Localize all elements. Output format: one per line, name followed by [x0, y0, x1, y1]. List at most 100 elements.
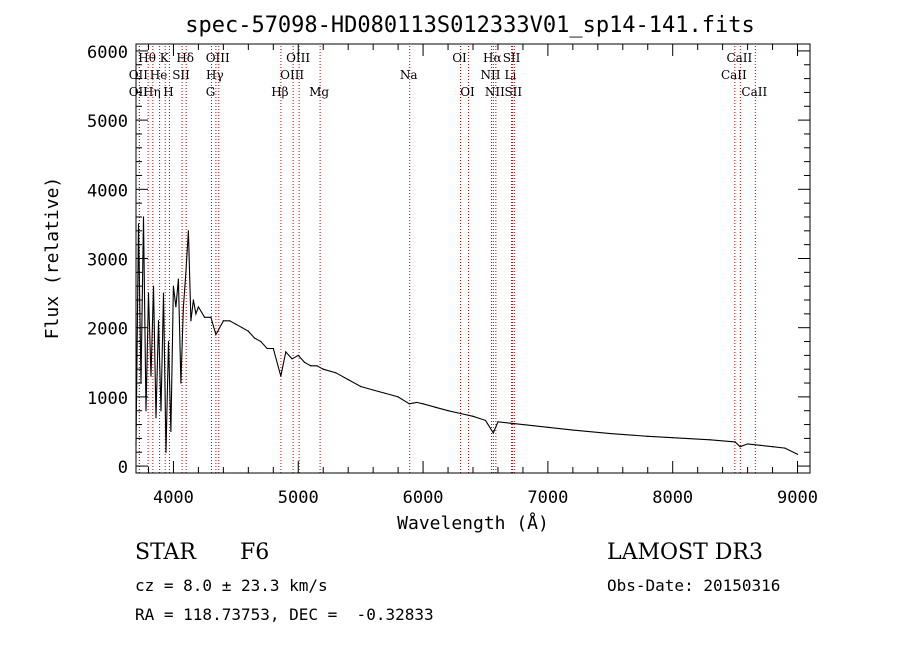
spectrum-point-62	[509, 422, 512, 424]
spectrum-point-47	[347, 378, 349, 381]
x-tick-label-1: 5000	[278, 488, 319, 508]
spectrum-point-7	[152, 285, 155, 287]
spectrum-point-19	[182, 306, 185, 308]
line-label-18: OI	[460, 85, 475, 99]
spectrum-point-61	[497, 421, 499, 423]
line-label-12: OIII	[286, 51, 310, 65]
spectrum-point-49	[372, 389, 374, 391]
line-label-25: CaII	[726, 51, 752, 65]
spectrum-point-6	[150, 375, 152, 377]
spectrum-point-58	[472, 415, 474, 417]
spectrum-point-29	[222, 320, 224, 322]
y-tick-label-0: 0	[118, 458, 128, 478]
spectrum-point-43	[310, 365, 312, 367]
spectrum-point-24	[195, 313, 197, 315]
spectrum-point-73	[759, 444, 761, 446]
spectrum-point-12	[165, 451, 167, 453]
line-label-23: Li	[505, 68, 517, 82]
line-label-19: Hα	[483, 51, 502, 65]
spectrum-point-17	[177, 278, 180, 280]
spectrum-point-37	[272, 347, 274, 350]
spectrum-point-33	[247, 330, 249, 332]
spectrum-point-13	[167, 340, 170, 343]
spectrum-point-10	[160, 410, 162, 412]
line-label-21: NII	[485, 85, 505, 99]
survey-name: LAMOST DR3	[607, 540, 763, 565]
x-tick-label-5: 9000	[777, 488, 818, 508]
coordinates: RA = 118.73753, DEC = -0.32833	[135, 605, 434, 624]
redshift-text: cz = 8.0 ± 23.3 km/s	[135, 576, 328, 595]
y-tick-label-4: 4000	[87, 181, 128, 201]
spectrum-point-36	[266, 347, 268, 350]
spectrum-point-34	[253, 337, 256, 339]
spectrum-point-52	[408, 403, 410, 405]
spectrum-point-69	[709, 439, 711, 441]
spectrum-point-65	[572, 429, 574, 431]
spectrum-point-30	[229, 320, 231, 322]
line-label-24: SII	[504, 85, 522, 99]
spectrum-point-70	[734, 441, 736, 443]
line-label-11: G	[206, 85, 216, 99]
spectrum-point-14	[170, 430, 172, 433]
line-label-20: NII	[480, 68, 500, 82]
spectrum-point-54	[422, 403, 424, 405]
line-label-14: Hβ	[271, 85, 288, 99]
spectrum-point-64	[547, 426, 549, 428]
spectrum-point-56	[447, 410, 449, 412]
spectrum-point-39	[285, 351, 287, 353]
line-label-3: He	[150, 68, 168, 82]
spectrum-point-46	[335, 372, 337, 374]
spectrum-point-35	[260, 340, 262, 343]
axis-ticks: 4000 5000 6000 7000 8000 9000 0 1000 2000 3000 400…	[87, 43, 818, 508]
spectrum-point-48	[360, 385, 362, 388]
spectrum-point-8	[155, 417, 157, 419]
line-label-10: Hγ	[206, 68, 224, 82]
spectrum-point-44	[316, 365, 318, 367]
spectrum-point-71	[739, 446, 741, 448]
spectrum-point-67	[647, 435, 649, 437]
spectrum-point-41	[297, 354, 299, 356]
spectrum-point-26	[204, 316, 206, 318]
x-tick-label-4: 8000	[652, 488, 693, 508]
line-label-6: H	[163, 85, 173, 99]
spectrum-point-63	[522, 423, 524, 426]
spectrum-line	[135, 216, 798, 455]
spectrum-point-28	[215, 334, 217, 336]
y-tick-label-1: 1000	[87, 389, 128, 409]
line-label-7: SII	[172, 68, 190, 82]
x-tick-label-2: 6000	[403, 488, 444, 508]
spectrum-point-20	[185, 271, 187, 273]
spectrum-point-55	[434, 406, 437, 408]
spectrum-point-45	[322, 368, 324, 370]
spectrum-point-25	[197, 306, 200, 308]
spectrum-point-16	[175, 306, 177, 308]
spectrum-point-40	[291, 358, 293, 360]
spectrum-point-5	[147, 292, 150, 294]
chart-title: spec-57098-HD080113S012333V01_sp14-141.f…	[185, 13, 755, 38]
y-axis-label: Flux (relative)	[42, 177, 63, 340]
spectrum-point-75	[784, 447, 786, 449]
spectrum-point-23	[192, 299, 195, 301]
subclass: F6	[240, 540, 270, 565]
x-tick-label-0: 4000	[153, 488, 194, 508]
y-tick-label-5: 5000	[87, 112, 128, 132]
line-label-1: OII	[129, 68, 149, 82]
spectrum-point-22	[190, 320, 192, 322]
line-label-13: OIII	[280, 68, 304, 82]
data-series	[135, 216, 799, 455]
spectrum-point-68	[672, 437, 674, 439]
plot-frame	[135, 43, 811, 474]
line-label-8: Hδ	[176, 51, 194, 65]
line-label-16: Na	[400, 68, 418, 82]
line-label-15: Mg	[309, 85, 329, 99]
spectrum-point-1	[137, 223, 140, 225]
spectrum-point-15	[172, 285, 175, 287]
object-class: STAR	[135, 540, 196, 565]
spectrum-point-3	[142, 216, 145, 218]
line-label-17: OI	[452, 51, 467, 65]
y-tick-label-3: 3000	[87, 251, 128, 271]
x-tick-label-3: 7000	[527, 488, 568, 508]
line-label-9: OIII	[206, 51, 230, 65]
